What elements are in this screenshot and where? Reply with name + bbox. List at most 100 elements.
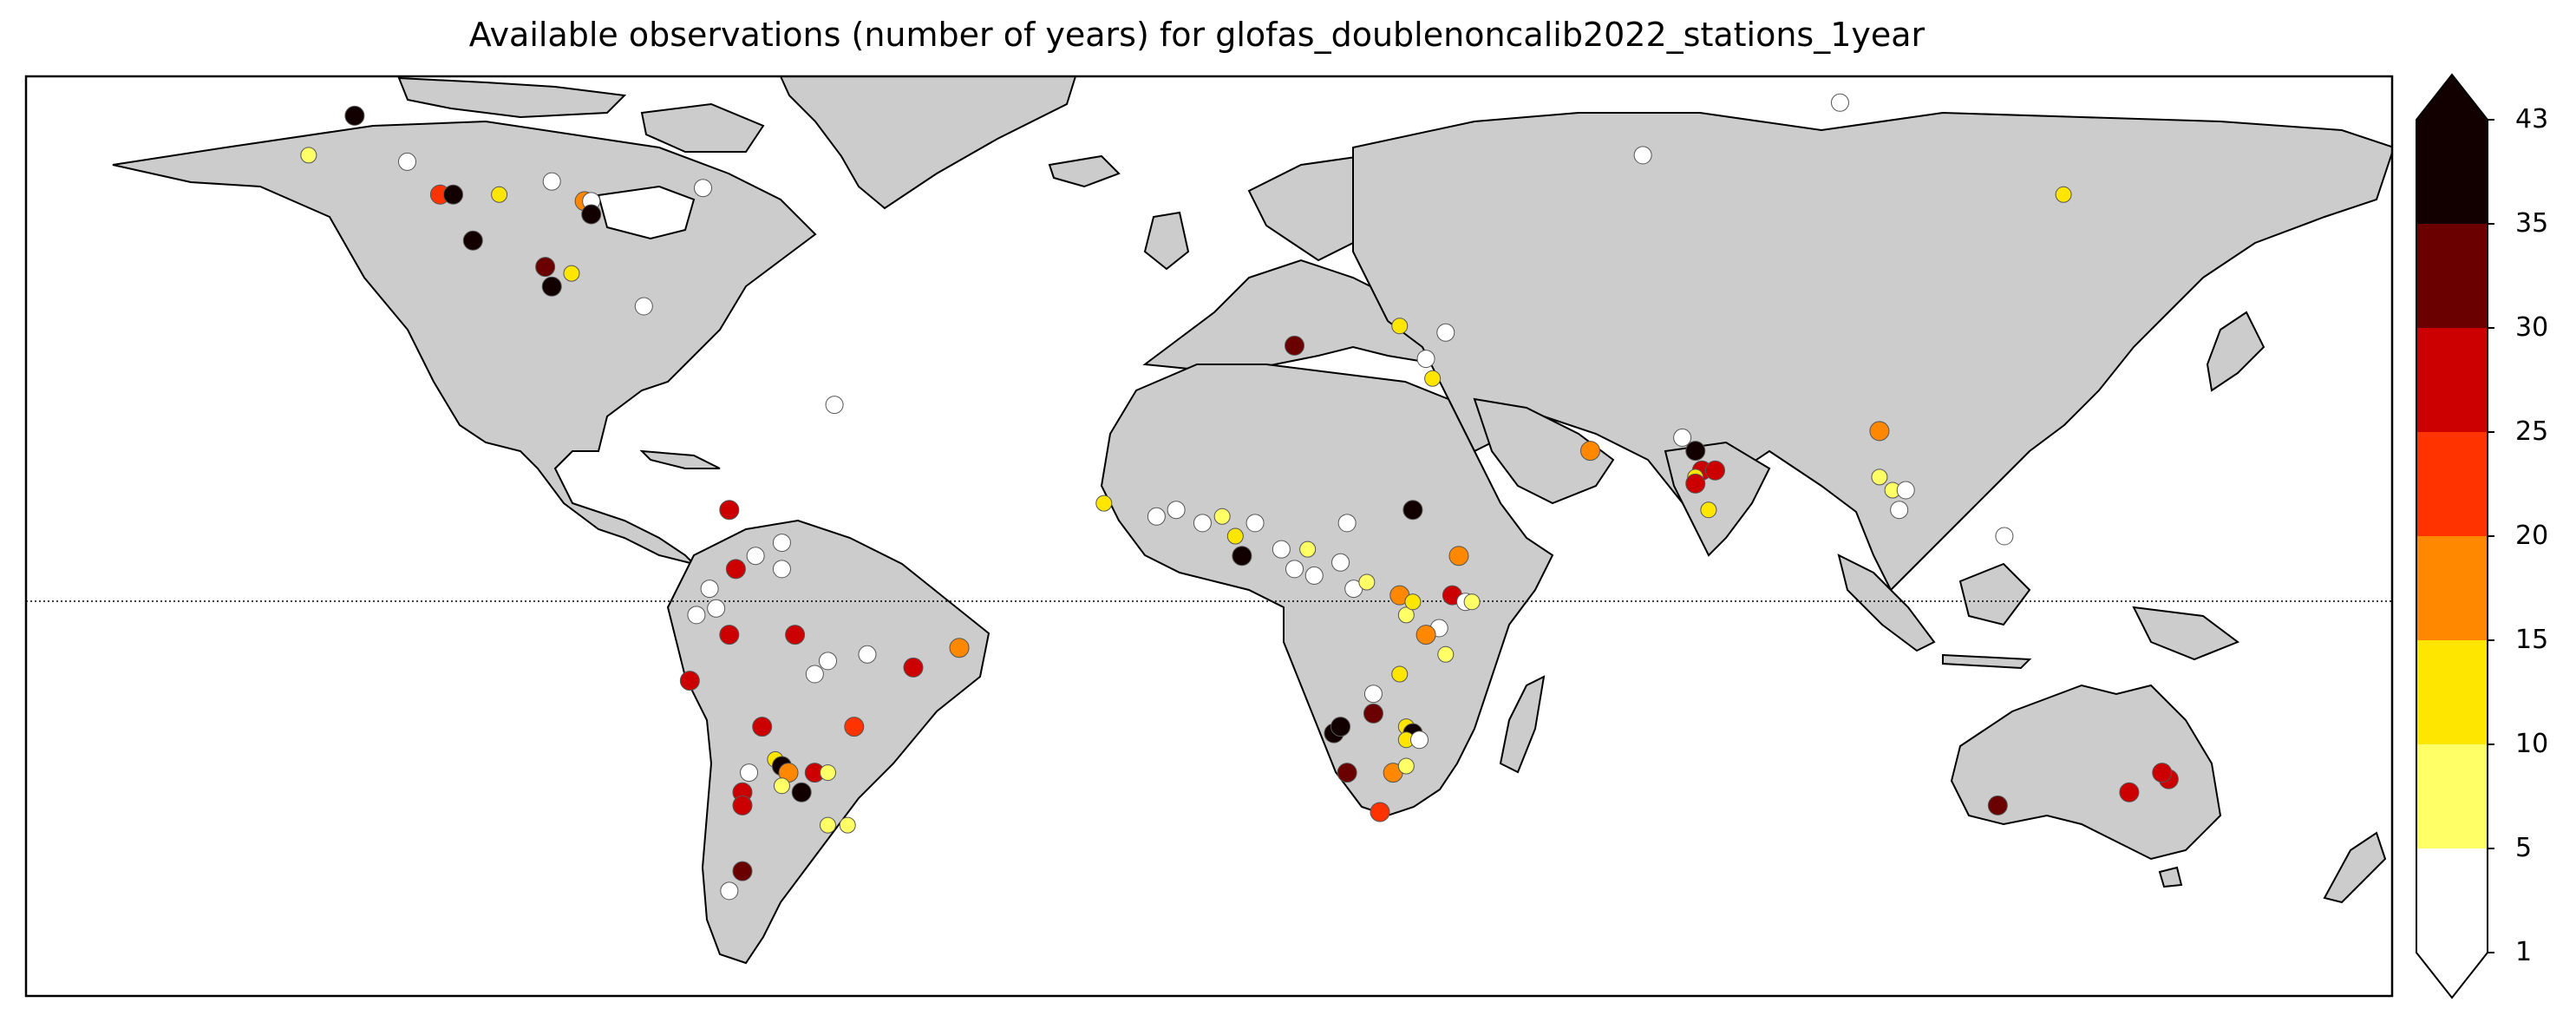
station-marker[interactable] bbox=[720, 881, 739, 901]
station-marker[interactable] bbox=[732, 861, 753, 881]
station-marker[interactable] bbox=[443, 184, 464, 205]
station-marker[interactable] bbox=[1299, 540, 1317, 558]
station-marker[interactable] bbox=[679, 671, 700, 691]
station-marker[interactable] bbox=[1147, 507, 1166, 526]
station-marker[interactable] bbox=[732, 795, 753, 816]
station-marker[interactable] bbox=[839, 816, 856, 834]
station-marker[interactable] bbox=[2055, 186, 2072, 203]
station-marker[interactable] bbox=[1995, 527, 2014, 546]
station-marker[interactable] bbox=[844, 717, 865, 737]
colorbar-segment bbox=[2416, 848, 2488, 953]
station-marker[interactable] bbox=[1404, 593, 1422, 611]
land-arabia bbox=[1473, 397, 1615, 505]
station-marker[interactable] bbox=[1830, 93, 1849, 112]
station-marker[interactable] bbox=[1246, 514, 1265, 533]
station-marker[interactable] bbox=[707, 599, 726, 618]
station-marker[interactable] bbox=[1436, 323, 1455, 342]
station-marker[interactable] bbox=[1896, 481, 1915, 500]
station-marker[interactable] bbox=[700, 580, 719, 599]
station-marker[interactable] bbox=[1370, 802, 1390, 822]
station-marker[interactable] bbox=[825, 396, 844, 415]
station-marker[interactable] bbox=[300, 147, 317, 164]
station-marker[interactable] bbox=[719, 625, 740, 645]
station-marker[interactable] bbox=[1331, 553, 1350, 572]
station-marker[interactable] bbox=[1304, 566, 1324, 585]
station-marker[interactable] bbox=[819, 816, 836, 834]
station-marker[interactable] bbox=[1358, 573, 1376, 591]
station-marker[interactable] bbox=[2152, 763, 2173, 783]
station-marker[interactable] bbox=[1397, 757, 1415, 775]
station-marker[interactable] bbox=[1167, 501, 1186, 520]
station-marker[interactable] bbox=[1337, 763, 1357, 783]
station-marker[interactable] bbox=[491, 186, 508, 203]
station-marker[interactable] bbox=[772, 534, 791, 553]
station-marker[interactable] bbox=[541, 276, 562, 297]
colorbar-tick-label: 35 bbox=[2515, 208, 2549, 239]
station-marker[interactable] bbox=[398, 152, 417, 171]
station-marker[interactable] bbox=[818, 652, 837, 671]
map-area[interactable] bbox=[26, 76, 2394, 996]
station-marker[interactable] bbox=[634, 297, 653, 316]
station-marker[interactable] bbox=[858, 645, 877, 664]
station-marker[interactable] bbox=[1272, 540, 1291, 559]
station-marker[interactable] bbox=[1424, 370, 1442, 387]
station-marker[interactable] bbox=[1415, 625, 1436, 645]
station-marker[interactable] bbox=[1448, 546, 1469, 567]
station-marker[interactable] bbox=[581, 204, 602, 225]
station-marker[interactable] bbox=[1363, 685, 1383, 704]
station-marker[interactable] bbox=[1213, 508, 1231, 525]
station-marker[interactable] bbox=[1095, 495, 1113, 512]
station-marker[interactable] bbox=[1337, 514, 1357, 533]
station-marker[interactable] bbox=[1416, 350, 1435, 369]
station-marker[interactable] bbox=[1871, 468, 1888, 486]
station-marker[interactable] bbox=[773, 777, 790, 795]
station-marker[interactable] bbox=[1391, 665, 1409, 683]
station-marker[interactable] bbox=[1463, 593, 1481, 611]
station-marker[interactable] bbox=[1226, 527, 1244, 545]
station-marker[interactable] bbox=[1285, 335, 1305, 356]
station-marker[interactable] bbox=[903, 657, 924, 678]
station-marker[interactable] bbox=[1673, 428, 1692, 447]
station-marker[interactable] bbox=[719, 500, 740, 521]
station-marker[interactable] bbox=[772, 560, 791, 579]
station-marker[interactable] bbox=[1437, 645, 1455, 663]
station-marker[interactable] bbox=[1330, 717, 1351, 737]
station-marker[interactable] bbox=[1397, 606, 1415, 624]
station-marker[interactable] bbox=[1232, 546, 1252, 567]
station-marker[interactable] bbox=[1402, 500, 1423, 521]
station-marker[interactable] bbox=[1869, 421, 1890, 442]
station-marker[interactable] bbox=[1285, 560, 1304, 579]
station-marker[interactable] bbox=[1633, 146, 1652, 165]
station-marker[interactable] bbox=[1704, 460, 1725, 481]
station-marker[interactable] bbox=[785, 625, 806, 645]
station-marker[interactable] bbox=[694, 179, 713, 198]
station-marker[interactable] bbox=[542, 172, 561, 191]
station-marker[interactable] bbox=[1987, 795, 2008, 816]
station-marker[interactable] bbox=[1193, 514, 1212, 533]
station-marker[interactable] bbox=[344, 105, 365, 126]
station-marker[interactable] bbox=[819, 764, 836, 782]
station-marker[interactable] bbox=[805, 665, 824, 684]
station-marker[interactable] bbox=[746, 547, 765, 566]
station-marker[interactable] bbox=[462, 230, 483, 251]
map-frame bbox=[24, 75, 2394, 998]
station-marker[interactable] bbox=[949, 638, 970, 658]
station-marker[interactable] bbox=[2119, 782, 2140, 803]
station-marker[interactable] bbox=[563, 265, 580, 282]
station-marker[interactable] bbox=[1363, 703, 1383, 724]
station-marker[interactable] bbox=[1580, 441, 1601, 462]
station-marker[interactable] bbox=[535, 257, 556, 278]
station-marker[interactable] bbox=[1391, 318, 1409, 335]
station-marker[interactable] bbox=[1890, 501, 1909, 520]
station-marker[interactable] bbox=[687, 606, 706, 625]
station-marker[interactable] bbox=[1409, 730, 1429, 750]
station-marker[interactable] bbox=[1700, 501, 1717, 519]
station-marker[interactable] bbox=[752, 717, 773, 737]
station-marker[interactable] bbox=[725, 559, 746, 580]
station-marker[interactable] bbox=[791, 782, 812, 803]
colorbar-tick-label: 30 bbox=[2515, 312, 2549, 343]
station-marker[interactable] bbox=[1685, 473, 1706, 494]
station-marker[interactable] bbox=[1685, 441, 1706, 462]
station-marker[interactable] bbox=[740, 763, 759, 783]
